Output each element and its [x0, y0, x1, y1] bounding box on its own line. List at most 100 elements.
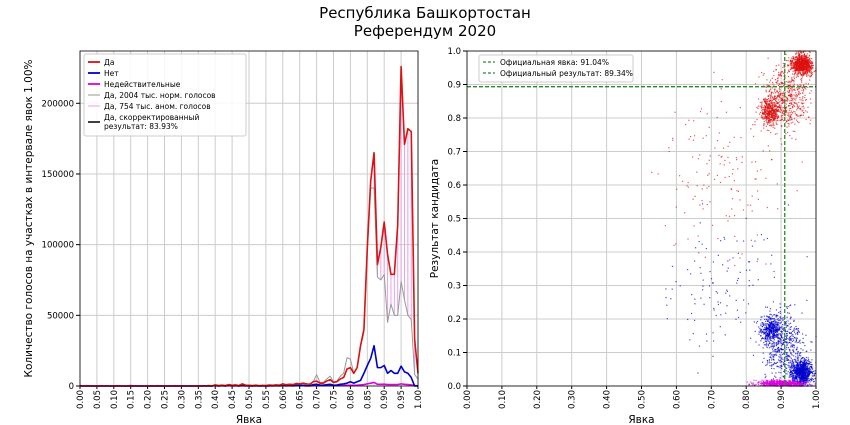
scatter-point-no: [775, 328, 777, 330]
scatter-point-yes: [772, 122, 774, 124]
scatter-point-yes: [716, 116, 718, 119]
scatter-point-invalid: [770, 381, 773, 384]
scatter-point-yes: [799, 69, 801, 71]
scatter-point-no: [725, 289, 728, 291]
scatter-point-yes: [797, 66, 800, 69]
scatter-point-yes: [789, 134, 791, 137]
scatter-point-no: [806, 379, 808, 381]
scatter-point-no: [760, 332, 763, 334]
scatter-point-no: [794, 367, 796, 369]
scatter-point-yes: [796, 63, 798, 66]
scatter-point-no: [742, 299, 745, 301]
scatter-point-yes: [776, 90, 779, 92]
scatter-point-no: [792, 366, 794, 368]
scatter-point-invalid: [787, 384, 789, 386]
scatter-point-yes: [800, 60, 803, 62]
legend-label-official: Официальная явка: 91.04%: [500, 58, 609, 67]
scatter-point-no: [679, 285, 681, 287]
scatter-point-yes: [779, 119, 781, 121]
scatter-point-yes: [796, 104, 799, 106]
scatter-point-yes: [788, 114, 790, 116]
scatter-point-invalid: [771, 380, 773, 382]
scatter-point-yes: [762, 98, 765, 101]
x-tick-label: 0.15: [127, 390, 137, 409]
scatter-point-yes: [788, 57, 790, 59]
scatter-point-yes: [788, 109, 791, 111]
scatter-point-no: [792, 350, 795, 353]
scatter-point-no: [772, 329, 775, 331]
scatter-point-yes: [774, 88, 776, 90]
scatter-point-invalid: [779, 382, 781, 385]
scatter-point-no: [778, 337, 781, 339]
scatter-point-no: [795, 374, 797, 377]
scatter-point-no: [687, 269, 689, 271]
scatter-point-yes: [802, 72, 804, 74]
scatter-point-yes: [792, 66, 795, 68]
scatter-point-yes: [801, 57, 803, 59]
scatter-point-yes: [792, 67, 794, 69]
x-tick-label: 1.00: [812, 390, 822, 409]
scatter-point-no: [780, 327, 782, 329]
scatter-point-yes: [789, 68, 792, 71]
scatter-point-invalid: [784, 381, 787, 383]
scatter-point-no: [793, 347, 795, 349]
scatter-point-no: [727, 267, 729, 269]
scatter-point-yes: [786, 120, 788, 122]
scatter-point-yes: [781, 118, 783, 120]
scatter-point-yes: [800, 102, 803, 104]
scatter-point-no: [740, 321, 742, 323]
scatter-point-yes: [708, 159, 710, 161]
scatter-point-no: [805, 381, 807, 383]
scatter-point-no: [698, 240, 700, 243]
scatter-point-yes: [757, 198, 759, 200]
scatter-point-yes: [781, 98, 783, 100]
scatter-point-yes: [770, 93, 773, 95]
scatter-point-yes: [798, 53, 800, 55]
scatter-point-no: [766, 237, 769, 240]
scatter-point-no: [770, 326, 772, 328]
scatter-point-no: [768, 327, 770, 329]
scatter-point-yes: [696, 185, 698, 187]
scatter-point-invalid: [776, 384, 778, 386]
scatter-point-yes: [801, 106, 803, 108]
scatter-point-invalid: [800, 382, 802, 385]
scatter-point-invalid: [802, 381, 804, 383]
scatter-point-yes: [790, 89, 793, 91]
scatter-point-invalid: [759, 384, 762, 386]
scatter-point-no: [777, 325, 779, 327]
scatter-point-invalid: [773, 384, 776, 386]
scatter-point-yes: [775, 69, 777, 71]
scatter-point-yes: [764, 106, 766, 108]
scatter-point-yes: [806, 66, 809, 68]
scatter-point-no: [786, 316, 788, 318]
scatter-point-yes: [791, 65, 793, 67]
scatter-point-no: [800, 348, 802, 350]
scatter-point-yes: [733, 136, 735, 138]
x-tick-label: 0.00: [76, 390, 86, 409]
scatter-point-yes: [709, 201, 711, 203]
scatter-point-no: [763, 315, 765, 317]
scatter-point-no: [810, 367, 812, 369]
scatter-point-invalid: [763, 384, 766, 386]
scatter-point-yes: [806, 69, 808, 71]
scatter-point-no: [806, 369, 809, 371]
scatter-point-yes: [808, 51, 810, 53]
scatter-point-yes: [766, 206, 768, 209]
scatter-point-yes: [702, 137, 704, 139]
scatter-point-yes: [773, 101, 775, 104]
scatter-point-yes: [778, 110, 780, 112]
scatter-point-yes: [774, 79, 777, 81]
scatter-point-yes: [708, 173, 710, 175]
scatter-point-yes: [782, 97, 784, 99]
scatter-point-no: [777, 327, 779, 329]
scatter-point-no: [767, 343, 770, 345]
scatter-point-yes: [787, 99, 789, 101]
scatter-point-yes: [777, 80, 779, 82]
scatter-point-no: [774, 342, 776, 344]
scatter-point-yes: [797, 71, 799, 73]
scatter-point-no: [804, 373, 807, 375]
scatter-point-yes: [798, 57, 800, 59]
scatter-point-no: [780, 351, 782, 354]
scatter-point-yes: [780, 138, 782, 140]
scatter-point-yes: [805, 66, 807, 68]
